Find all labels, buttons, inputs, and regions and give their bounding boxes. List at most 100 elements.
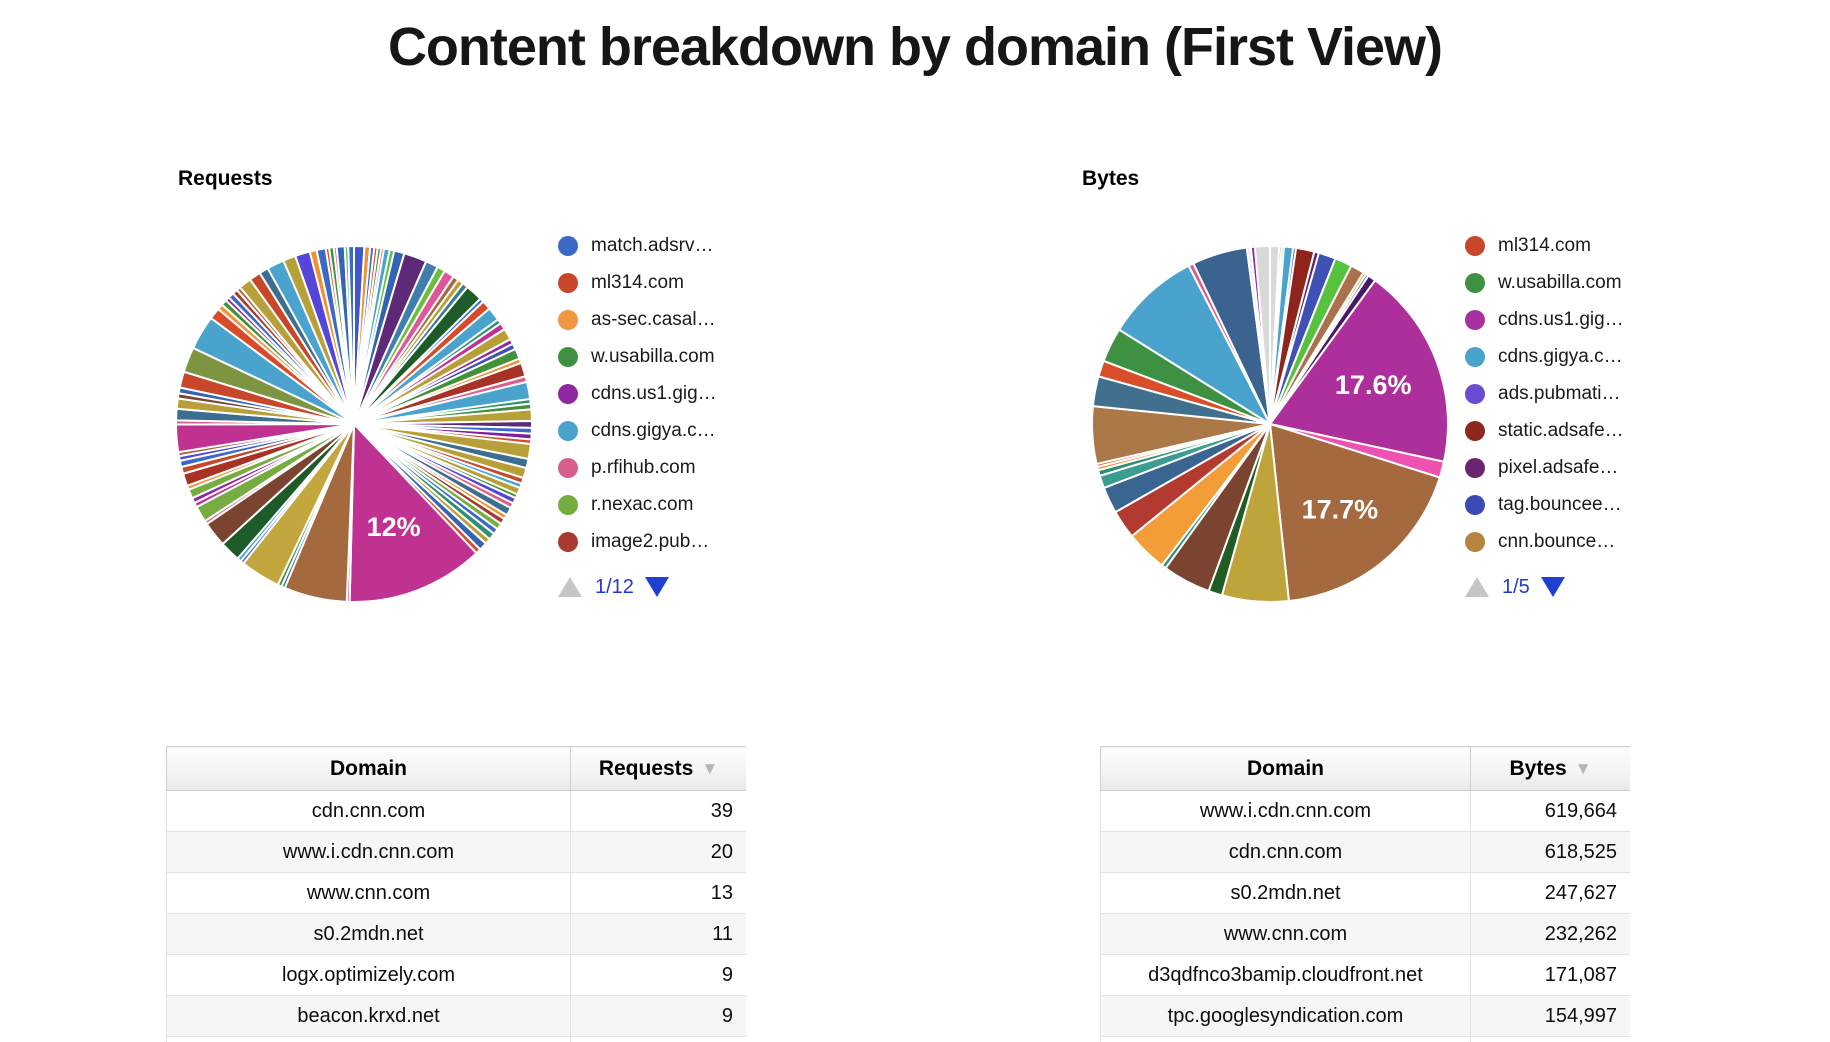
value-cell: 247,627 — [1470, 872, 1630, 914]
column-header-domain[interactable]: Domain — [166, 746, 571, 791]
pager-up-icon[interactable] — [558, 577, 582, 597]
legend-label: as-sec.casal… — [591, 308, 716, 330]
legend-label: pixel.adsafe… — [1498, 456, 1619, 478]
legend-dot-icon — [558, 420, 578, 441]
domain-cell: www.cnn.com — [166, 872, 571, 914]
pie-slice-label: 12% — [367, 512, 421, 542]
legend-dot-icon — [558, 346, 578, 367]
table-row-partial — [1100, 1036, 1630, 1042]
table-row: www.i.cdn.cnn.com 20 — [166, 831, 746, 873]
domain-cell: www.cnn.com — [1100, 913, 1471, 955]
table-row: tpc.googlesyndication.com 154,997 — [1100, 995, 1630, 1037]
bytes-legend-pager: 1/5 — [1465, 574, 1565, 600]
legend-item[interactable]: ml314.com — [1465, 234, 1705, 257]
pager-page-indicator: 1/5 — [1502, 575, 1530, 598]
requests-pie-chart[interactable]: 12% — [172, 242, 536, 606]
column-header-bytes[interactable]: Bytes ▼ — [1470, 746, 1630, 791]
domain-cell: beacon.krxd.net — [166, 995, 571, 1037]
legend-item[interactable]: w.usabilla.com — [1465, 271, 1705, 294]
sort-desc-icon: ▼ — [1574, 758, 1592, 778]
pie-slice-label: 17.6% — [1335, 370, 1412, 400]
pie-slice[interactable] — [1117, 264, 1273, 427]
legend-item[interactable]: cdns.gigya.c… — [1465, 345, 1705, 368]
legend-dot-icon — [1465, 457, 1485, 478]
pie-slice[interactable] — [1268, 422, 1442, 603]
page-title: Content breakdown by domain (First View) — [387, 17, 1443, 77]
pie-slice[interactable] — [347, 244, 355, 425]
table-row: beacon.krxd.net 9 — [166, 995, 746, 1037]
sort-desc-icon: ▼ — [701, 758, 719, 778]
legend-dot-icon — [558, 383, 578, 404]
domain-cell: s0.2mdn.net — [1100, 872, 1471, 914]
bytes-legend: ml314.com w.usabilla.com cdns.us1.gig… cdns… — [1465, 234, 1705, 567]
domain-cell: cdn.cnn.com — [166, 790, 571, 832]
pie-slice[interactable] — [1268, 278, 1449, 463]
pie-slice[interactable] — [348, 421, 478, 603]
legend-dot-icon — [1465, 272, 1485, 293]
column-header-domain[interactable]: Domain — [1100, 746, 1471, 791]
legend-item[interactable]: w.usabilla.com — [558, 345, 798, 368]
legend-dot-icon — [558, 235, 578, 256]
value-cell: 9 — [570, 954, 746, 996]
legend-item[interactable]: cdns.us1.gig… — [1465, 308, 1705, 331]
pie-slice[interactable] — [1253, 244, 1271, 425]
legend-dot-icon — [558, 531, 578, 552]
table-row: cdn.cnn.com 39 — [166, 790, 746, 832]
table-row: www.i.cdn.cnn.com 619,664 — [1100, 790, 1630, 832]
legend-item[interactable]: cnn.bounce… — [1465, 530, 1705, 553]
legend-item[interactable]: r.nexac.com — [558, 493, 798, 516]
domain-cell: d3qdfnco3bamip.cloudfront.net — [1100, 954, 1471, 996]
value-cell: 39 — [570, 790, 746, 832]
legend-dot-icon — [1465, 420, 1485, 441]
table-row: s0.2mdn.net 247,627 — [1100, 872, 1630, 914]
legend-item[interactable]: match.adsrv… — [558, 234, 798, 257]
pager-down-icon[interactable] — [1540, 577, 1565, 597]
value-cell: 171,087 — [1470, 954, 1630, 996]
legend-dot-icon — [1465, 235, 1485, 256]
table-row: cdn.cnn.com 618,525 — [1100, 831, 1630, 873]
column-header-requests[interactable]: Requests ▼ — [570, 746, 746, 791]
table-row: s0.2mdn.net 11 — [166, 913, 746, 955]
legend-label: cdns.us1.gig… — [591, 382, 717, 404]
legend-item[interactable]: ads.pubmati… — [1465, 382, 1705, 405]
column-header-label: Domain — [1246, 756, 1324, 780]
table-row-partial — [166, 1036, 746, 1042]
legend-item[interactable]: tag.bouncee… — [1465, 493, 1705, 516]
legend-item[interactable]: p.rfihub.com — [558, 456, 798, 479]
legend-label: static.adsafe… — [1498, 419, 1624, 441]
legend-item[interactable]: pixel.adsafe… — [1465, 456, 1705, 479]
legend-dot-icon — [1465, 494, 1485, 515]
value-cell: 13 — [570, 872, 746, 914]
value-cell: 154,997 — [1470, 995, 1630, 1037]
legend-item[interactable]: static.adsafe… — [1465, 419, 1705, 442]
legend-label: cdns.gigya.c… — [591, 419, 716, 441]
bytes-table: Domain Bytes ▼ www.i.cdn.cnn.com 619,664 cdn… — [1100, 746, 1630, 1042]
legend-label: r.nexac.com — [591, 493, 694, 515]
domain-cell: tpc.googlesyndication.com — [1100, 995, 1471, 1037]
requests-table: Domain Requests ▼ cdn.cnn.com 39 www.i.cdn.c… — [166, 746, 746, 1042]
requests-legend-pager: 1/12 — [558, 574, 669, 600]
legend-item[interactable]: as-sec.casal… — [558, 308, 798, 331]
legend-dot-icon — [1465, 383, 1485, 404]
legend-item[interactable]: image2.pub… — [558, 530, 798, 553]
legend-item[interactable]: cdns.us1.gig… — [558, 382, 798, 405]
legend-label: cdns.gigya.c… — [1498, 345, 1623, 367]
table-row: www.cnn.com 13 — [166, 872, 746, 914]
legend-item[interactable]: ml314.com — [558, 271, 798, 294]
table-row: www.cnn.com 232,262 — [1100, 913, 1630, 955]
legend-label: p.rfihub.com — [591, 456, 696, 478]
pie-slice-label: 17.7% — [1302, 494, 1379, 524]
requests-legend: match.adsrv… ml314.com as-sec.casal… w.usab… — [558, 234, 798, 567]
domain-cell: cdn.cnn.com — [1100, 831, 1471, 873]
value-cell: 232,262 — [1470, 913, 1630, 955]
value-cell: 20 — [570, 831, 746, 873]
legend-dot-icon — [1465, 309, 1485, 330]
pager-down-icon[interactable] — [644, 577, 669, 597]
bytes-pie-chart[interactable]: 17.6% 17.7% — [1088, 242, 1452, 606]
value-cell: 11 — [570, 913, 746, 955]
legend-label: ml314.com — [591, 271, 684, 293]
legend-item[interactable]: cdns.gigya.c… — [558, 419, 798, 442]
domain-cell: s0.2mdn.net — [166, 913, 571, 955]
value-cell: 9 — [570, 995, 746, 1037]
pager-up-icon[interactable] — [1465, 577, 1489, 597]
